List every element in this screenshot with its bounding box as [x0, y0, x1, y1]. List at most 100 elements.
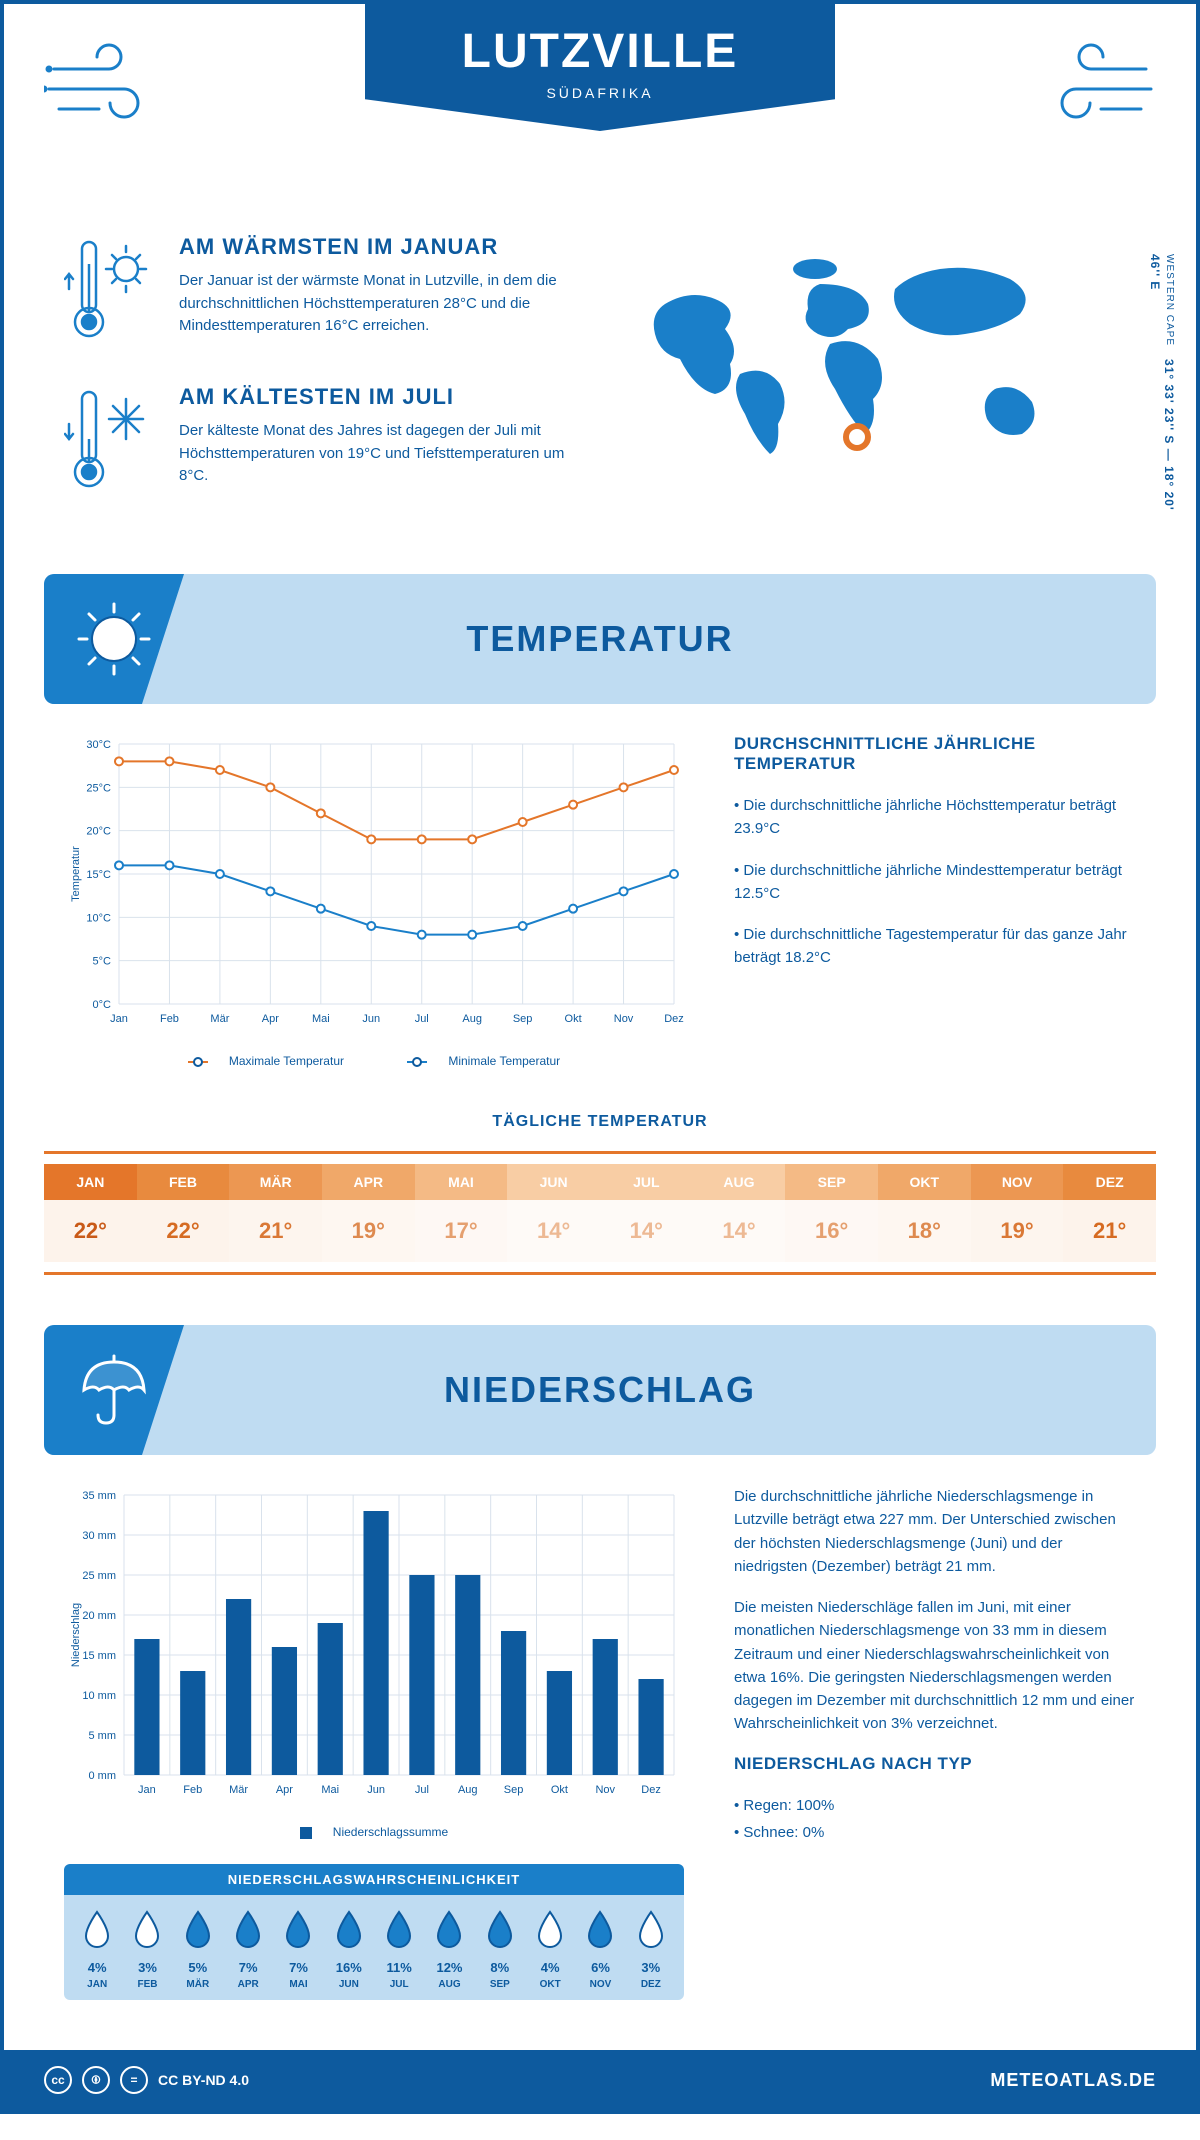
svg-text:30°C: 30°C	[86, 739, 111, 751]
prob-cell: 4% OKT	[525, 1909, 575, 1990]
summary-item: • Die durchschnittliche Tagestemperatur …	[734, 923, 1136, 970]
section-title: TEMPERATUR	[466, 618, 733, 660]
raindrop-icon	[283, 1909, 313, 1949]
footer: cc 🅯 = CC BY-ND 4.0 METEOATLAS.DE	[4, 2050, 1196, 2110]
temp-line-chart: 0°C5°C10°C15°C20°C25°C30°CJanFebMärAprMa…	[64, 734, 684, 1068]
coordinates: WESTERN CAPE 31° 33' 23'' S — 18° 20' 46…	[1148, 254, 1176, 534]
svg-text:Sep: Sep	[513, 1013, 533, 1025]
raindrop-icon	[585, 1909, 615, 1949]
prob-cell: 11% JUL	[374, 1909, 424, 1990]
page-subtitle: SÜDAFRIKA	[365, 85, 835, 101]
raindrop-icon	[384, 1909, 414, 1949]
svg-text:Aug: Aug	[462, 1013, 482, 1025]
svg-text:Okt: Okt	[565, 1013, 582, 1025]
prob-cell: 16% JUN	[324, 1909, 374, 1990]
world-map-icon	[625, 234, 1085, 494]
daily-temp-title: TÄGLICHE TEMPERATUR	[4, 1113, 1196, 1131]
svg-text:15 mm: 15 mm	[82, 1650, 116, 1662]
precip-section-header: NIEDERSCHLAG	[44, 1325, 1156, 1455]
raindrop-icon	[434, 1909, 464, 1949]
temp-section-header: TEMPERATUR	[44, 574, 1156, 704]
summary-title: DURCHSCHNITTLICHE JÄHRLICHE TEMPERATUR	[734, 734, 1136, 774]
summary-text: Die durchschnittliche jährliche Niedersc…	[734, 1485, 1136, 1578]
temp-month-cell: MAI 17°	[415, 1154, 508, 1272]
svg-text:Feb: Feb	[160, 1013, 179, 1025]
wind-icon	[44, 39, 174, 134]
svg-text:35 mm: 35 mm	[82, 1490, 116, 1502]
svg-text:5°C: 5°C	[93, 956, 112, 968]
raindrop-icon	[636, 1909, 666, 1949]
page-title: LUTZVILLE	[365, 24, 835, 79]
svg-text:Jul: Jul	[415, 1013, 429, 1025]
svg-text:Okt: Okt	[551, 1784, 568, 1796]
svg-text:25°C: 25°C	[86, 782, 111, 794]
temp-month-cell: FEB 22°	[137, 1154, 230, 1272]
svg-text:20°C: 20°C	[86, 826, 111, 838]
sun-icon	[44, 574, 184, 704]
svg-text:10°C: 10°C	[86, 912, 111, 924]
infographic-frame: LUTZVILLE SÜDAFRIKA AM WÄRMSTEN IM JANUA…	[0, 0, 1200, 2114]
title-banner: LUTZVILLE SÜDAFRIKA	[365, 4, 835, 131]
temp-month-cell: APR 19°	[322, 1154, 415, 1272]
precip-legend: Niederschlagssumme	[64, 1825, 684, 1839]
temp-month-cell: AUG 14°	[693, 1154, 786, 1272]
svg-text:0 mm: 0 mm	[89, 1770, 117, 1782]
precip-type-item: • Regen: 100%	[734, 1794, 1136, 1817]
license-text: CC BY-ND 4.0	[158, 2072, 249, 2088]
temp-month-cell: DEZ 21°	[1063, 1154, 1156, 1272]
svg-text:Feb: Feb	[183, 1784, 202, 1796]
fact-text: Der kälteste Monat des Jahres ist dagege…	[179, 420, 575, 488]
temp-month-cell: OKT 18°	[878, 1154, 971, 1272]
svg-text:Jul: Jul	[415, 1784, 429, 1796]
coldest-fact: AM KÄLTESTEN IM JULI Der kälteste Monat …	[64, 384, 575, 499]
raindrop-icon	[334, 1909, 364, 1949]
svg-text:Dez: Dez	[641, 1784, 661, 1796]
svg-text:Temperatur: Temperatur	[70, 846, 82, 902]
prob-title: NIEDERSCHLAGSWAHRSCHEINLICHKEIT	[64, 1864, 684, 1895]
prob-cell: 5% MÄR	[173, 1909, 223, 1990]
temp-month-cell: JUN 14°	[507, 1154, 600, 1272]
cc-icon: cc	[44, 2066, 72, 2094]
daily-temp-grid: JAN 22° FEB 22° MÄR 21° APR 19° MAI 17° …	[44, 1151, 1156, 1275]
precip-type-title: NIEDERSCHLAG NACH TYP	[734, 1754, 1136, 1774]
svg-text:Mär: Mär	[229, 1784, 248, 1796]
prob-cell: 7% APR	[223, 1909, 273, 1990]
svg-text:Jun: Jun	[367, 1784, 385, 1796]
temp-summary: DURCHSCHNITTLICHE JÄHRLICHE TEMPERATUR •…	[734, 734, 1136, 988]
svg-text:5 mm: 5 mm	[89, 1730, 117, 1742]
svg-text:Mai: Mai	[321, 1784, 339, 1796]
svg-text:0°C: 0°C	[93, 999, 112, 1011]
temp-month-cell: NOV 19°	[971, 1154, 1064, 1272]
temp-legend: Maximale Temperatur Minimale Temperatur	[64, 1054, 684, 1068]
svg-text:Dez: Dez	[664, 1013, 684, 1025]
svg-text:Mär: Mär	[210, 1013, 229, 1025]
section-title: NIEDERSCHLAG	[444, 1369, 756, 1411]
prob-cell: 7% MAI	[273, 1909, 323, 1990]
umbrella-icon	[44, 1325, 184, 1455]
svg-text:Niederschlag: Niederschlag	[70, 1603, 82, 1667]
summary-item: • Die durchschnittliche jährliche Höchst…	[734, 794, 1136, 841]
raindrop-icon	[132, 1909, 162, 1949]
thermometer-snow-icon	[64, 384, 154, 499]
precip-content: 0 mm5 mm10 mm15 mm20 mm25 mm30 mm35 mmJa…	[4, 1455, 1196, 2020]
site-name: METEOATLAS.DE	[990, 2070, 1156, 2091]
prob-grid: 4% JAN 3% FEB 5% MÄR 7% APR 7% MAI	[64, 1895, 684, 2000]
intro-section: AM WÄRMSTEN IM JANUAR Der Januar ist der…	[4, 204, 1196, 574]
svg-text:Mai: Mai	[312, 1013, 330, 1025]
svg-text:Nov: Nov	[595, 1784, 615, 1796]
prob-cell: 4% JAN	[72, 1909, 122, 1990]
map-column: WESTERN CAPE 31° 33' 23'' S — 18° 20' 46…	[625, 234, 1136, 534]
prob-cell: 8% SEP	[475, 1909, 525, 1990]
raindrop-icon	[82, 1909, 112, 1949]
fact-title: AM WÄRMSTEN IM JANUAR	[179, 234, 575, 260]
prob-cell: 6% NOV	[575, 1909, 625, 1990]
precip-probability-box: NIEDERSCHLAGSWAHRSCHEINLICHKEIT 4% JAN 3…	[64, 1864, 684, 2000]
svg-text:Apr: Apr	[276, 1784, 293, 1796]
svg-text:20 mm: 20 mm	[82, 1610, 116, 1622]
svg-text:Nov: Nov	[614, 1013, 634, 1025]
svg-text:Jan: Jan	[138, 1784, 156, 1796]
prob-cell: 3% DEZ	[626, 1909, 676, 1990]
raindrop-icon	[535, 1909, 565, 1949]
svg-text:Jun: Jun	[362, 1013, 380, 1025]
license-block: cc 🅯 = CC BY-ND 4.0	[44, 2066, 249, 2094]
